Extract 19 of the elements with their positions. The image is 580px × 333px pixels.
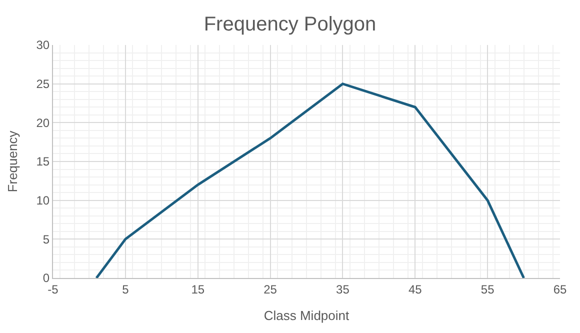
x-tick-label: 65	[553, 282, 567, 296]
x-tick-label: 15	[191, 282, 205, 296]
x-axis-title: Class Midpoint	[264, 308, 350, 323]
y-tick-label: 30	[36, 38, 50, 52]
line-series	[95, 82, 526, 278]
chart-title: Frequency Polygon	[204, 14, 376, 36]
y-tick-label: 15	[36, 154, 50, 169]
x-tick-label: -5	[48, 282, 59, 296]
y-axis-title: Frequency	[5, 130, 20, 192]
y-tick-label: 25	[36, 77, 50, 92]
x-tick-label: 35	[336, 282, 350, 296]
x-tick-label: 55	[480, 282, 495, 296]
y-tick-label: 5	[42, 232, 50, 246]
x-tick-label: 25	[264, 282, 278, 296]
x-tick-label: 45	[408, 282, 422, 296]
x-tick-label: 5	[122, 282, 130, 296]
y-tick-label: 10	[36, 194, 50, 208]
y-tick-label: 0	[42, 271, 50, 286]
y-tick-label: 20	[36, 116, 50, 130]
